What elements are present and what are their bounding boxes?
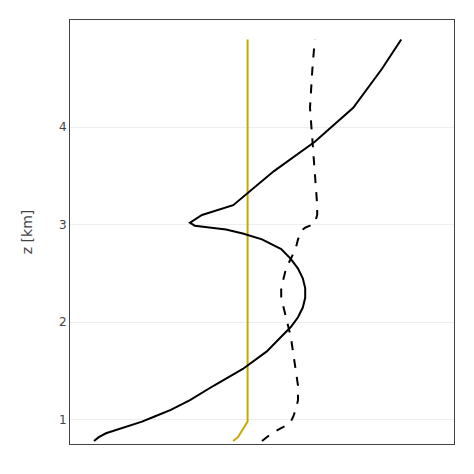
svg-text:z [km]: z [km] [19, 210, 35, 254]
svg-text:2: 2 [59, 315, 67, 329]
svg-text:1: 1 [59, 413, 67, 427]
svg-text:4: 4 [59, 120, 67, 134]
svg-text:3: 3 [59, 218, 67, 232]
